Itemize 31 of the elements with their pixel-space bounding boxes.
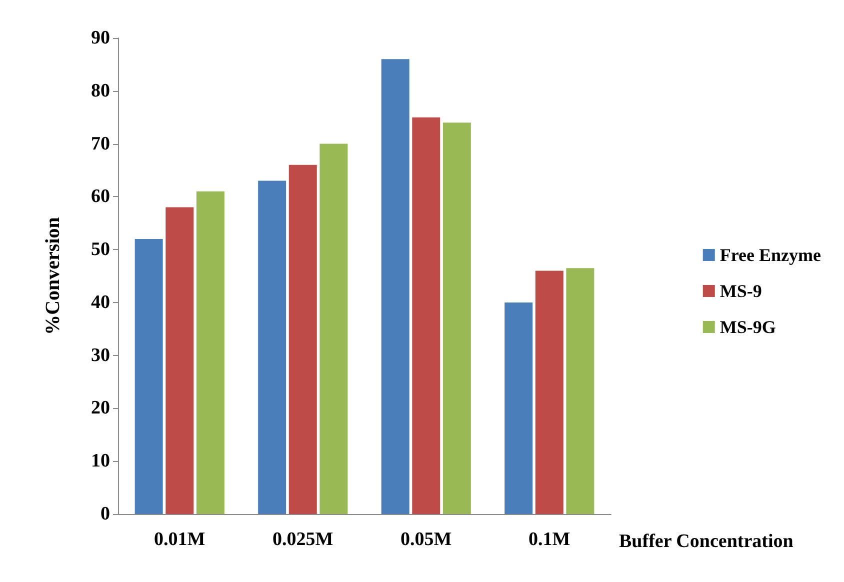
legend-label: Free Enzyme: [720, 245, 822, 265]
bar: [442, 122, 471, 514]
bar: [381, 59, 410, 514]
legend-label: MS-9G: [720, 317, 776, 337]
bar: [504, 302, 533, 514]
bar: [134, 238, 163, 514]
y-tick-label: 0: [100, 504, 110, 524]
bar: [320, 144, 348, 514]
y-tick-label: 50: [91, 239, 110, 260]
y-tick-label: 70: [91, 133, 110, 154]
x-axis-title: Buffer Concentration: [619, 531, 794, 552]
legend-label: MS-9: [720, 281, 762, 301]
x-tick-label: 0.025M: [272, 529, 334, 550]
x-tick-label: 0.05M: [400, 529, 452, 550]
bar: [566, 268, 594, 514]
y-tick-label: 90: [91, 28, 110, 48]
y-axis-title: %Conversion: [42, 217, 64, 335]
bar: [258, 180, 286, 514]
y-tick-label: 40: [91, 292, 110, 313]
bar: [166, 207, 194, 514]
x-tick-label: 0.1M: [528, 529, 570, 550]
bar: [288, 164, 317, 514]
y-tick-label: 60: [91, 186, 110, 208]
y-tick-label: 80: [91, 80, 110, 102]
y-tick-label: 10: [91, 450, 110, 472]
bar: [196, 191, 224, 514]
y-tick-label: 20: [91, 398, 110, 419]
bar: [535, 270, 564, 514]
x-tick-label: 0.01M: [154, 529, 206, 550]
y-tick-label: 30: [91, 344, 110, 366]
bar: [412, 117, 440, 514]
